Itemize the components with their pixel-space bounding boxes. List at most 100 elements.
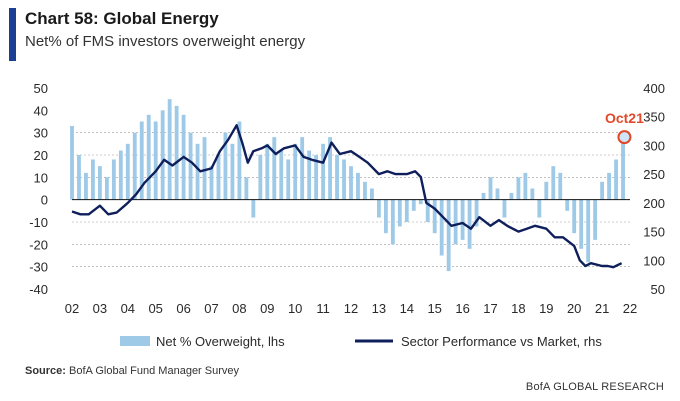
bar	[446, 199, 451, 272]
y-right-tick-label: 400	[643, 81, 665, 96]
y-left-tick-label: 50	[34, 81, 48, 96]
y-axis-right-ticks: 400 350 300 250 200 150 100 50	[643, 81, 665, 297]
bar	[600, 181, 605, 200]
callout-label: Oct21	[605, 110, 644, 126]
source-label: Source:	[25, 365, 66, 377]
bar	[335, 155, 339, 200]
bar	[481, 192, 486, 200]
bar	[370, 188, 374, 200]
source-note: Source: BofA Global Fund Manager Survey	[25, 365, 239, 377]
x-tick-label: 06	[176, 301, 190, 316]
bar	[70, 125, 74, 200]
bar	[607, 172, 611, 200]
bar	[300, 137, 305, 200]
bar	[314, 155, 319, 200]
bar	[460, 199, 465, 240]
bar	[579, 199, 584, 249]
bar	[139, 121, 144, 200]
bar	[418, 199, 423, 205]
bar	[104, 177, 109, 200]
bar	[188, 132, 193, 200]
y-right-tick-label: 300	[643, 138, 665, 153]
y-axis-left-ticks: 50 40 30 20 10 0 -10 -20 -30 -40	[29, 81, 48, 297]
x-tick-label: 11	[316, 301, 330, 316]
brand-footer: BofA GLOBAL RESEARCH	[525, 381, 664, 393]
bar	[593, 199, 598, 240]
bar	[97, 166, 102, 200]
chart-subtitle: Net% of FMS investors overweight energy	[25, 33, 306, 50]
bar	[174, 105, 179, 200]
y-left-tick-label: -10	[29, 215, 48, 230]
x-axis-ticks: 02 03 04 05 06 07 08 09 10 11 12 13 14 15 16 17 18 19 20 21…	[65, 301, 637, 316]
x-tick-label: 02	[65, 301, 79, 316]
bar	[425, 199, 430, 222]
bar	[390, 199, 395, 245]
bar	[286, 159, 291, 200]
bar	[516, 177, 521, 200]
bar	[265, 143, 270, 200]
bar	[565, 199, 570, 211]
bar	[209, 166, 214, 200]
bar	[146, 114, 151, 200]
x-tick-label: 17	[483, 301, 497, 316]
y-left-tick-label: 40	[34, 103, 48, 118]
bar	[621, 137, 625, 200]
bar	[223, 132, 228, 200]
bar	[439, 199, 444, 256]
y-right-tick-label: 150	[643, 225, 665, 240]
bar	[293, 143, 298, 200]
legend: Net % Overweight, lhs Sector Performance …	[120, 334, 602, 349]
y-right-tick-label: 350	[643, 110, 665, 125]
bar	[279, 150, 284, 200]
bar	[356, 172, 360, 200]
bar	[523, 172, 528, 200]
bar	[544, 181, 549, 200]
bar	[432, 199, 437, 234]
bar	[321, 143, 326, 200]
bar	[558, 172, 563, 200]
bar	[453, 199, 458, 245]
bar	[258, 155, 263, 200]
y-right-tick-label: 50	[651, 282, 665, 297]
source-text: BofA Global Fund Manager Survey	[69, 365, 240, 377]
oct21-callout: Oct21	[605, 110, 644, 145]
bar	[397, 199, 402, 227]
bar	[237, 121, 242, 200]
bar	[153, 121, 158, 200]
bar	[328, 137, 332, 200]
bar	[84, 172, 88, 200]
x-tick-label: 20	[567, 301, 581, 316]
x-tick-label: 18	[511, 301, 525, 316]
x-tick-label: 21	[595, 301, 609, 316]
bar	[376, 199, 381, 218]
y-left-tick-label: -30	[29, 260, 48, 275]
x-tick-label: 08	[232, 301, 246, 316]
y-left-tick-label: -40	[29, 282, 48, 297]
bar	[91, 159, 95, 200]
y-left-tick-label: -20	[29, 237, 48, 252]
bar	[132, 132, 137, 200]
bar	[167, 99, 172, 200]
y-left-tick-label: 30	[34, 126, 48, 141]
x-tick-label: 15	[427, 301, 441, 316]
bar	[383, 199, 388, 234]
line-sector-performance	[71, 124, 623, 269]
bar	[342, 159, 346, 200]
bar	[307, 150, 312, 200]
y-left-tick-label: 0	[41, 193, 48, 208]
y-right-tick-label: 100	[643, 253, 665, 268]
bar	[160, 110, 165, 200]
bar	[467, 199, 472, 249]
bar	[509, 192, 514, 200]
bar	[195, 143, 200, 200]
y-left-tick-label: 20	[34, 148, 48, 163]
x-tick-label: 22	[623, 301, 637, 316]
bar	[272, 137, 277, 200]
x-tick-label: 12	[344, 301, 358, 316]
bar	[118, 150, 123, 200]
bars-net-overweight	[70, 99, 625, 272]
legend-label: Net % Overweight, lhs	[156, 334, 285, 349]
x-tick-label: 05	[148, 301, 162, 316]
bar	[125, 143, 130, 200]
x-tick-label: 07	[204, 301, 218, 316]
